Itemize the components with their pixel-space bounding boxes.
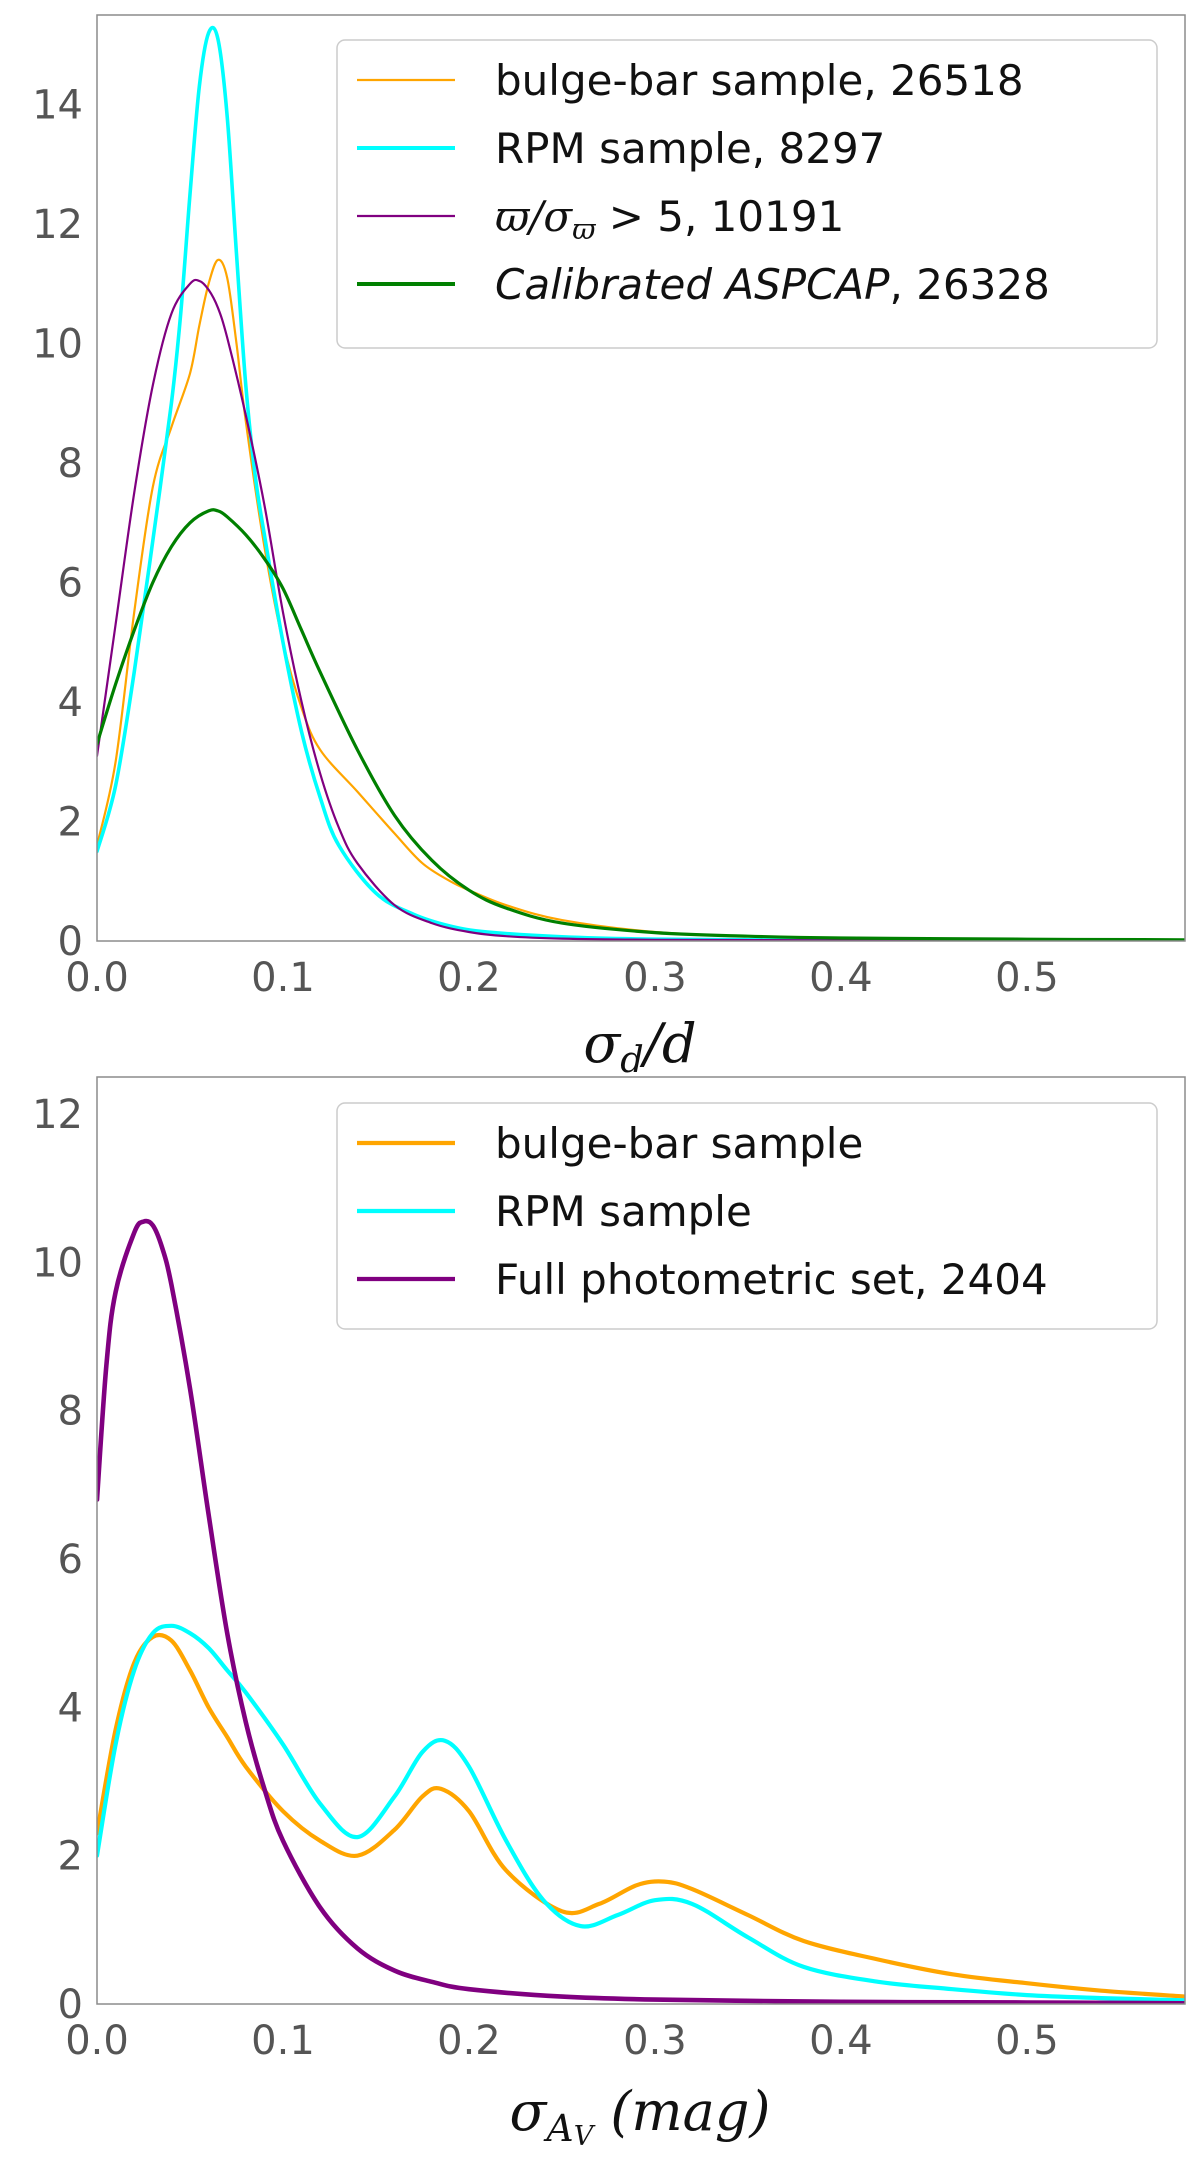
legend-box-2 bbox=[336, 1102, 1158, 1330]
x-tick-label-1-3: 0.2 bbox=[437, 955, 501, 1001]
series-line-1-2 bbox=[97, 25, 1185, 941]
legend-entry-1-1: bulge-bar sample, 26518 bbox=[495, 56, 1024, 105]
x-tick-label-2-1: 0.0 bbox=[65, 2018, 129, 2064]
y-tick-label-1-5: 8 bbox=[58, 441, 83, 487]
y-tick-label-1-2: 2 bbox=[58, 800, 83, 846]
x-tick-label-1-4: 0.3 bbox=[623, 955, 687, 1001]
y-tick-label-2-6: 10 bbox=[32, 1240, 83, 1286]
y-tick-label-1-8: 14 bbox=[32, 83, 83, 129]
legend-entry-1-3: ϖ/σϖ > 5, 10191 bbox=[495, 192, 844, 246]
legend-entry-2-3: Full photometric set, 2404 bbox=[495, 1255, 1048, 1304]
series-line-1-1 bbox=[97, 258, 1185, 941]
y-tick-label-2-4: 6 bbox=[58, 1537, 83, 1583]
x-tick-label-2-4: 0.3 bbox=[623, 2018, 687, 2064]
y-tick-label-2-5: 8 bbox=[58, 1389, 83, 1435]
chart-panel-1: 0.0 0.1 0.2 0.3 0.4 0.5 0 2 4 6 8 10 12 14 σd/d bulge-b… bbox=[32, 14, 1186, 1081]
legend-2: bulge-bar sample RPM sample Full photometr… bbox=[336, 1102, 1158, 1330]
y-tick-label-2-3: 4 bbox=[58, 1685, 83, 1731]
y-tick-label-2-7: 12 bbox=[32, 1092, 83, 1138]
series-line-2-2 bbox=[97, 1623, 1185, 2003]
y-tick-label-2-2: 2 bbox=[58, 1834, 83, 1880]
y-tick-label-1-1: 0 bbox=[58, 919, 83, 965]
x-tick-label-1-2: 0.1 bbox=[251, 955, 315, 1001]
legend-box-1 bbox=[336, 39, 1158, 349]
legend-1: bulge-bar sample, 26518 RPM sample, 8297 ϖ… bbox=[336, 39, 1158, 349]
series-line-2-3 bbox=[97, 1218, 1185, 2004]
x-axis-label-2: σAV (mag) bbox=[510, 2080, 771, 2152]
y-tick-label-1-6: 10 bbox=[32, 322, 83, 368]
y-tick-label-1-7: 12 bbox=[32, 202, 83, 248]
legend-entry-2-1: bulge-bar sample bbox=[495, 1119, 863, 1168]
x-tick-label-1-6: 0.5 bbox=[995, 955, 1059, 1001]
series-line-1-4 bbox=[97, 508, 1185, 941]
x-tick-label-2-3: 0.2 bbox=[437, 2018, 501, 2064]
chart-panel-2: 0.0 0.1 0.2 0.3 0.4 0.5 0 2 4 6 8 10 12 σAV (mag) bulg… bbox=[32, 1076, 1186, 2152]
x-tick-label-1-5: 0.4 bbox=[809, 955, 873, 1001]
y-tick-label-1-3: 4 bbox=[58, 680, 83, 726]
plot-frame-1 bbox=[96, 14, 1186, 942]
series-line-2-1 bbox=[97, 1632, 1185, 1999]
series-line-1-3 bbox=[97, 278, 1185, 941]
legend-entry-1-4: Calibrated ASPCAP, 26328 bbox=[495, 260, 1050, 309]
x-tick-label-1-1: 0.0 bbox=[65, 955, 129, 1001]
legend-entry-2-2: RPM sample bbox=[495, 1187, 752, 1236]
x-tick-label-2-6: 0.5 bbox=[995, 2018, 1059, 2064]
x-tick-label-2-5: 0.4 bbox=[809, 2018, 873, 2064]
x-axis-label-1: σd/d bbox=[583, 1012, 696, 1081]
y-tick-label-1-4: 6 bbox=[58, 561, 83, 607]
x-tick-label-2-2: 0.1 bbox=[251, 2018, 315, 2064]
plot-frame-2 bbox=[96, 1076, 1186, 2005]
legend-entry-1-2: RPM sample, 8297 bbox=[495, 124, 885, 173]
y-tick-label-2-1: 0 bbox=[58, 1982, 83, 2028]
